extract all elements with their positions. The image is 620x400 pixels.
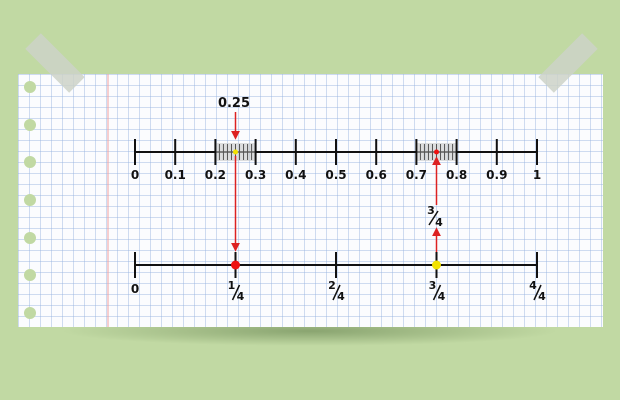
callout-0.25: 0.25: [218, 96, 250, 111]
fraction-denominator: 4: [237, 290, 245, 303]
hundredths-magnifiers: [215, 143, 457, 161]
fraction-slash: [432, 284, 442, 301]
fraction-slash: [533, 284, 542, 301]
fraction-tick-label: 34: [429, 279, 446, 303]
fraction-point-1: [432, 260, 441, 270]
fraction-numerator: 4: [529, 279, 537, 292]
binder-hole-6: [24, 307, 36, 319]
fraction-denominator: 4: [438, 290, 446, 303]
decimal-point-0: [233, 149, 238, 155]
decimal-tick-label: 0.2: [205, 168, 226, 182]
callout-denominator: 4: [435, 216, 443, 229]
fraction-denominator: 4: [538, 290, 546, 303]
decimal-tick-label: 1: [533, 168, 541, 182]
fraction-numerator: 1: [228, 279, 236, 292]
decimal-tick-label: 0.9: [486, 168, 507, 182]
callout-three-quarters: 3 4: [427, 204, 443, 229]
decimal-tick-label: 0.5: [325, 168, 346, 182]
decimal-tick-label: 0: [131, 168, 139, 182]
binder-hole-2: [24, 156, 36, 168]
fraction-point-0: [231, 260, 240, 270]
decimal-tick-labels: 0 0.1 0.2 0.3 0.4 0.5 0.6 0.7 0.8 0.9 1: [131, 168, 541, 182]
notebook-paper: [18, 74, 603, 327]
fraction-tick-label: 0: [131, 282, 139, 296]
decimal-tick-label: 0.7: [406, 168, 427, 182]
fraction-numerator: 3: [429, 279, 437, 292]
fraction-tick-label: 14: [228, 279, 245, 303]
binder-hole-3: [24, 194, 36, 206]
binder-hole-1: [24, 119, 36, 131]
binder-hole-5: [24, 269, 36, 281]
fraction-slash: [231, 284, 241, 301]
fraction-numerator: 2: [328, 279, 336, 292]
binder-hole-4: [24, 232, 36, 244]
binder-hole-0: [24, 81, 36, 93]
callout-numerator: 3: [427, 204, 435, 217]
decimal-tick-label: 0.4: [285, 168, 306, 182]
decimal-tick-label: 0.3: [245, 168, 266, 182]
fraction-tick-label: 24: [328, 279, 345, 303]
fraction-tick-label: 44: [529, 279, 546, 303]
decimal-tick-label: 0.8: [446, 168, 467, 182]
fraction-denominator: 4: [337, 290, 345, 303]
callout-slash: [428, 210, 439, 226]
decimal-ticks: [134, 139, 538, 165]
fraction-points: [231, 260, 441, 270]
decimal-tick-label: 0.6: [366, 168, 387, 182]
decimal-number-line: 0 0.1 0.2 0.3 0.4 0.5 0.6 0.7 0.8 0.9 1: [131, 139, 541, 182]
binder-holes: [24, 81, 36, 319]
decimal-point-1: [434, 149, 439, 155]
fraction-slash: [332, 284, 341, 301]
decimal-tick-label: 0.1: [165, 168, 186, 182]
connector-arrows: [231, 112, 441, 256]
